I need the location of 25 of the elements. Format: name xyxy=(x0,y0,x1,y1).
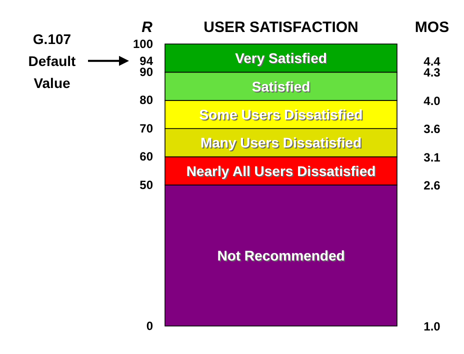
y2-axis-title: MOS xyxy=(414,19,450,36)
series-label: Very Satisfied xyxy=(236,51,328,68)
series-label: Satisfied xyxy=(252,79,312,96)
text: 4.3 xyxy=(424,66,441,80)
text: 3.6 xyxy=(424,122,441,136)
text: 1.0 xyxy=(424,320,441,334)
series-label: Nearly All Users Dissatisfied xyxy=(187,164,377,180)
y-axis-title: R xyxy=(142,19,153,36)
y-tick-label: 50 xyxy=(140,178,154,192)
y-tick-label: 0 xyxy=(146,318,154,333)
y-tick-label: 100 xyxy=(132,36,154,51)
series-label: Not Recommended xyxy=(218,248,346,264)
text: 4.0 xyxy=(424,94,441,108)
y-tick-label: 80 xyxy=(140,93,154,108)
y-tick-label: 70 xyxy=(140,121,154,136)
y-tick-label: 90 xyxy=(140,65,154,80)
y-tick-label: 60 xyxy=(140,150,154,164)
text: G.107 Default Value xyxy=(28,30,76,91)
text: 3.1 xyxy=(424,150,441,164)
series-label: Many Users Dissatisfied xyxy=(200,134,362,151)
y-tick-label: 94 xyxy=(140,54,154,68)
chart-title: USER SATISFACTION xyxy=(204,19,358,36)
text: 4.4 xyxy=(424,54,441,68)
series-label: Some Users Dissatisfied xyxy=(200,108,364,124)
text: 2.6 xyxy=(424,178,441,192)
